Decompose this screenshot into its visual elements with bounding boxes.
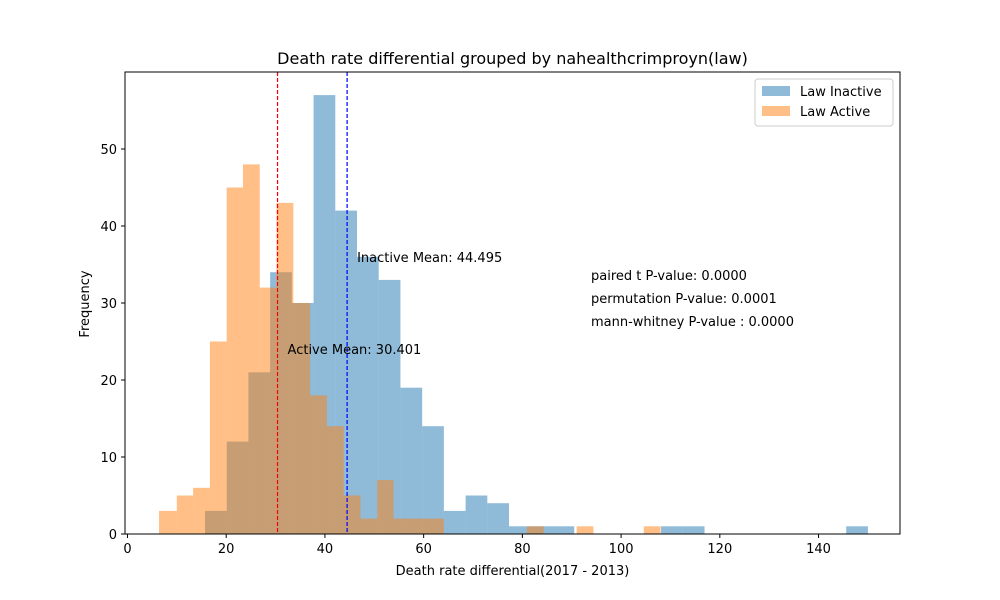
bar-law-active	[242, 164, 260, 534]
bar-law-inactive	[552, 526, 575, 534]
x-tick-label: 140	[806, 542, 831, 557]
bar-law-active	[193, 487, 210, 534]
y-tick-label: 40	[100, 220, 117, 235]
bar-law-active	[226, 187, 243, 534]
bar-law-active	[643, 526, 661, 534]
bar-law-active	[276, 202, 294, 534]
x-tick-label: 0	[123, 542, 131, 557]
plot-area: Inactive Mean: 44.495 Active Mean: 30.401…	[100, 71, 901, 557]
x-tick-label: 60	[415, 542, 432, 557]
inactive-mean-label: Inactive Mean: 44.495	[357, 251, 502, 266]
y-tick-label: 10	[100, 451, 117, 466]
bar-law-active	[209, 341, 227, 534]
bar-law-inactive	[400, 387, 423, 534]
y-tick-label: 50	[100, 143, 117, 158]
bar-law-inactive	[357, 256, 379, 534]
bar-law-active	[326, 426, 344, 534]
bar-law-inactive	[422, 426, 444, 534]
bar-law-active	[293, 303, 311, 534]
bar-law-inactive	[661, 526, 683, 534]
legend-label-law-inactive: Law Inactive	[800, 85, 882, 100]
bar-law-inactive	[846, 526, 868, 534]
bar-law-active	[526, 526, 544, 534]
legend-swatch-law-inactive	[762, 86, 790, 96]
y-tick-label: 20	[100, 374, 117, 389]
bar-law-inactive	[509, 526, 531, 534]
active-mean-label: Active Mean: 30.401	[288, 343, 422, 358]
bar-law-active	[176, 495, 194, 534]
bar-law-active	[410, 518, 444, 534]
bar-law-active	[259, 287, 277, 534]
x-tick-label: 100	[609, 542, 634, 557]
x-tick-label: 40	[317, 542, 334, 557]
bar-law-inactive	[487, 503, 510, 534]
stat-annotation: mann-whitney P-value : 0.0000	[591, 315, 794, 330]
bar-law-active	[343, 495, 361, 534]
bar-law-active	[393, 518, 411, 534]
x-axis-label: Death rate differential(2017 - 2013)	[396, 564, 630, 579]
bar-law-inactive	[682, 526, 705, 534]
y-tick-label: 0	[109, 528, 117, 543]
bar-law-inactive	[443, 510, 466, 534]
stat-annotation: paired t P-value: 0.0000	[591, 269, 747, 284]
x-tick-label: 20	[218, 542, 235, 557]
bar-law-active	[377, 480, 394, 534]
y-tick-label: 30	[100, 297, 117, 312]
bar-law-active	[159, 510, 177, 534]
x-tick-label: 120	[707, 542, 732, 557]
bar-law-inactive	[465, 495, 488, 534]
bar-law-active	[360, 518, 378, 534]
legend-swatch-law-active	[762, 106, 790, 116]
y-axis-label: Frequency	[78, 270, 93, 337]
chart-title: Death rate differential grouped by nahea…	[277, 49, 748, 68]
bar-law-active	[310, 395, 327, 534]
bar-law-active	[576, 526, 594, 534]
stat-annotation: permutation P-value: 0.0001	[591, 292, 777, 307]
x-tick-label: 80	[514, 542, 531, 557]
bar-law-inactive	[378, 279, 401, 534]
legend-label-law-active: Law Active	[800, 105, 870, 120]
